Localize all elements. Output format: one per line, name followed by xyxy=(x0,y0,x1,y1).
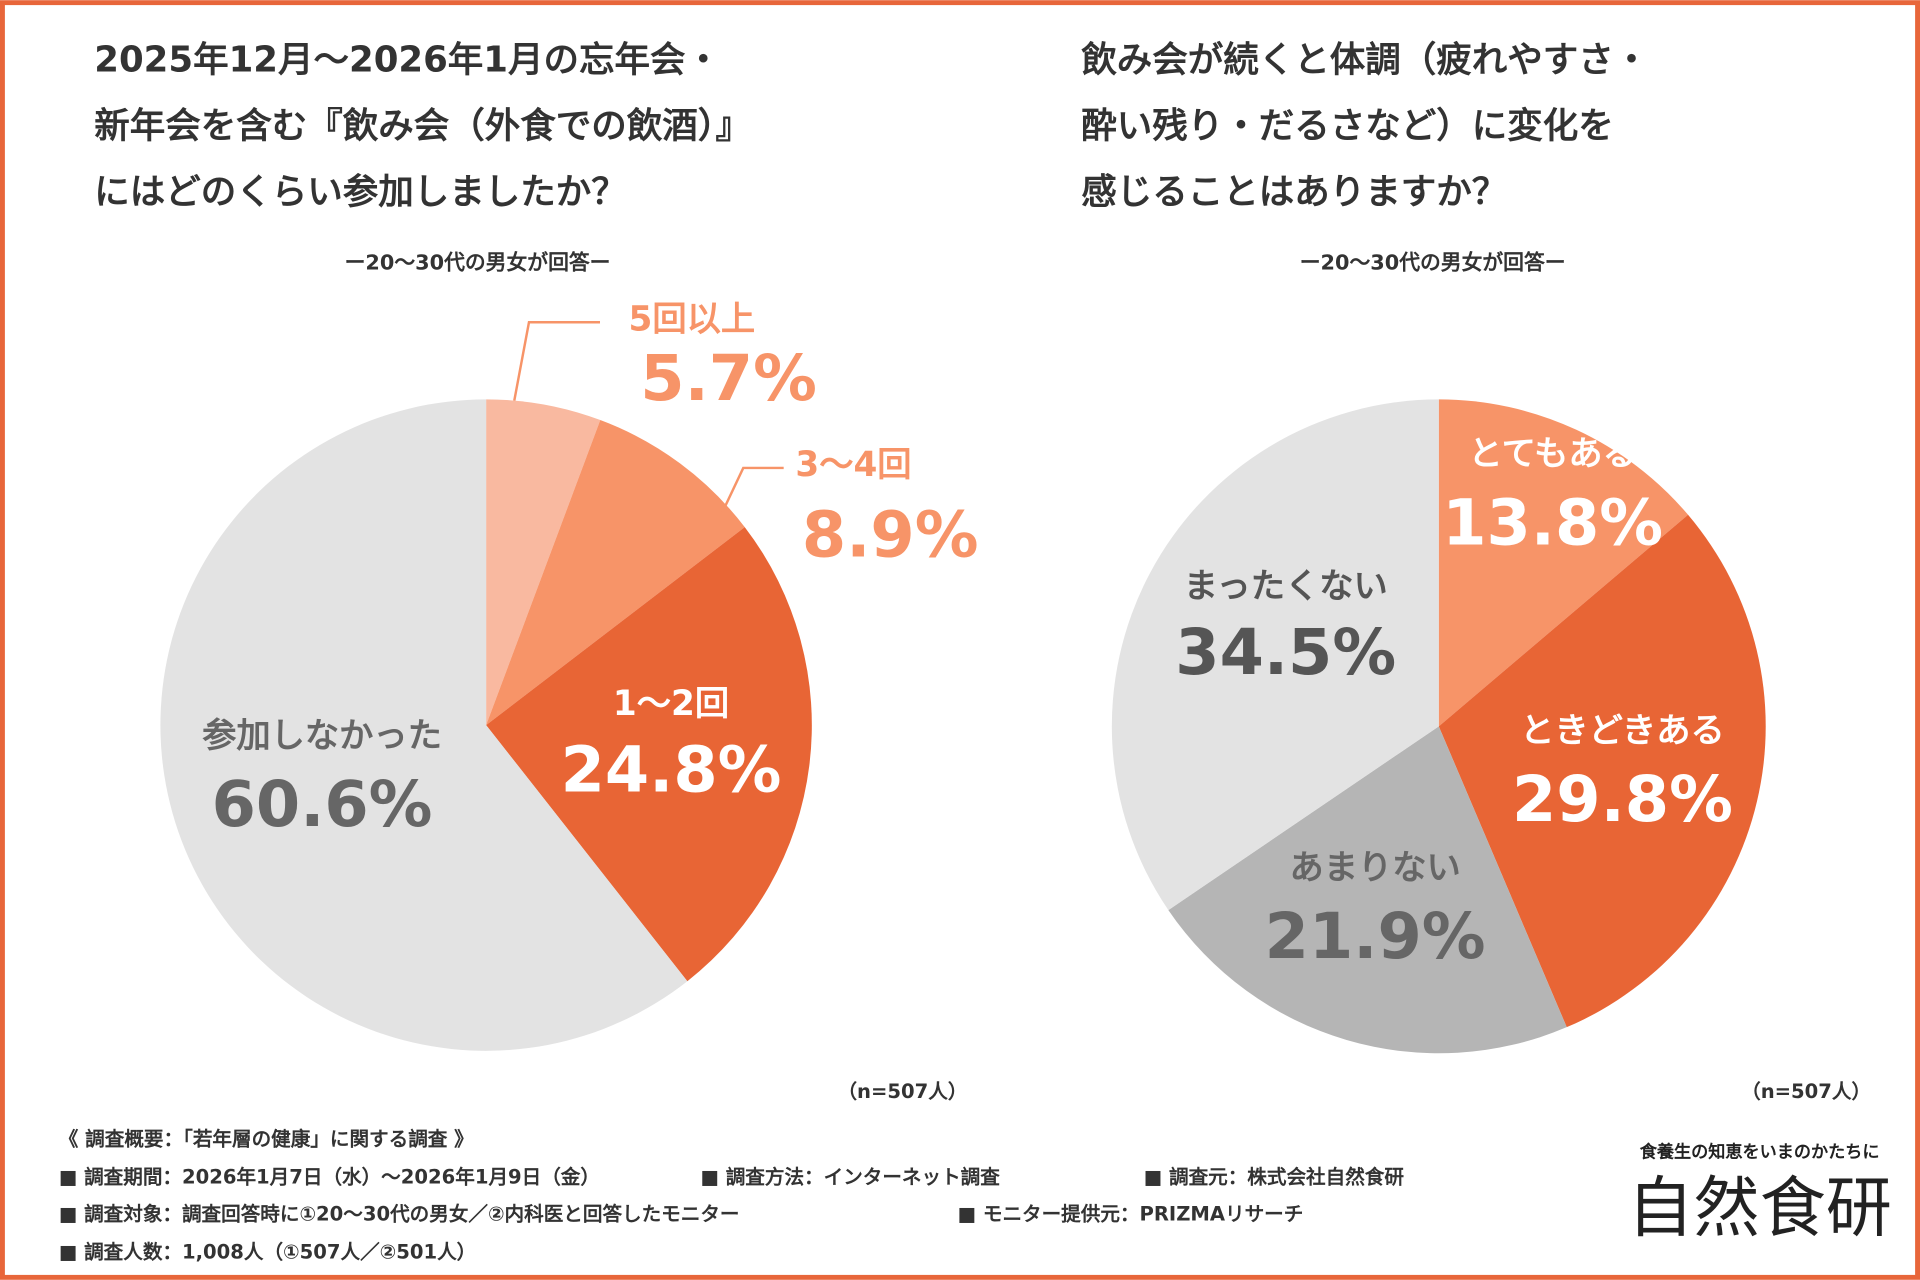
survey-item: ■ 調査人数：1,008人（①507人／②501人） xyxy=(59,1240,477,1263)
survey-item: ■ 調査期間：2026年1月7日（水）～2026年1月9日（金） xyxy=(59,1166,600,1189)
brand-tagline: 食養生の知恵をいまのかたちに xyxy=(1640,1141,1880,1162)
chart-title: 酔い残り・だるさなど）に変化を xyxy=(1081,106,1614,147)
survey-item: ■ 調査元：株式会社自然食研 xyxy=(1144,1166,1405,1189)
category-label: 1～2回 xyxy=(613,684,729,724)
chart-title: 飲み会が続くと体調（疲れやすさ・ xyxy=(1081,39,1649,80)
value-label: 34.5% xyxy=(1175,616,1396,690)
sample-note: （n=507人） xyxy=(1741,1080,1871,1103)
category-label: 参加しなかった xyxy=(202,716,442,756)
category-label: とてもある xyxy=(1468,434,1637,474)
pie-slice xyxy=(1438,399,1689,727)
category-label: あまりない xyxy=(1289,848,1460,888)
survey-item: ■ モニター提供元：PRIZMAリサーチ xyxy=(958,1202,1304,1225)
category-label: まったくない xyxy=(1184,566,1388,606)
category-label: 3～4回 xyxy=(795,445,911,485)
category-label: 5回以上 xyxy=(629,300,756,340)
value-label: 13.8% xyxy=(1442,486,1663,560)
survey-heading: 《 調査概要：「若年層の健康」に関する調査 》 xyxy=(59,1128,474,1151)
pie-slice xyxy=(160,399,688,1051)
value-label: 8.9% xyxy=(802,499,979,573)
brand-name: 自然食研 xyxy=(1627,1170,1891,1247)
value-label: 24.8% xyxy=(561,734,782,808)
chart-title: 感じることはありますか？ xyxy=(1081,172,1507,213)
survey-item: ■ 調査対象：調査回答時に①20～30代の男女／②内科医と回答したモニター xyxy=(59,1202,740,1225)
chart-title: 2025年12月～2026年1月の忘年会・ xyxy=(94,39,721,80)
chart-title: にはどのくらい参加しましたか？ xyxy=(94,172,627,213)
survey-item: ■ 調査方法：インターネット調査 xyxy=(700,1166,1000,1189)
value-label: 60.6% xyxy=(212,768,433,842)
pie-slice xyxy=(1438,514,1766,1028)
category-label: ときどきある xyxy=(1520,711,1725,751)
pie-slice xyxy=(486,527,812,982)
value-label: 21.9% xyxy=(1265,900,1486,974)
value-label: 29.8% xyxy=(1512,763,1733,837)
chart-subtitle: ー20～30代の男女が回答ー xyxy=(1300,250,1566,274)
pie-slice xyxy=(1168,726,1567,1054)
pie-slice xyxy=(486,399,601,726)
chart-title: 新年会を含む『飲み会（外食での飲酒）』 xyxy=(94,106,751,147)
pie-slice xyxy=(486,420,745,726)
chart-subtitle: ー20～30代の男女が回答ー xyxy=(345,250,611,274)
sample-note: （n=507人） xyxy=(837,1080,967,1103)
value-label: 5.7% xyxy=(640,342,817,416)
leader-line xyxy=(513,321,600,401)
pie-slice xyxy=(1111,399,1439,911)
leader-line xyxy=(721,466,784,513)
